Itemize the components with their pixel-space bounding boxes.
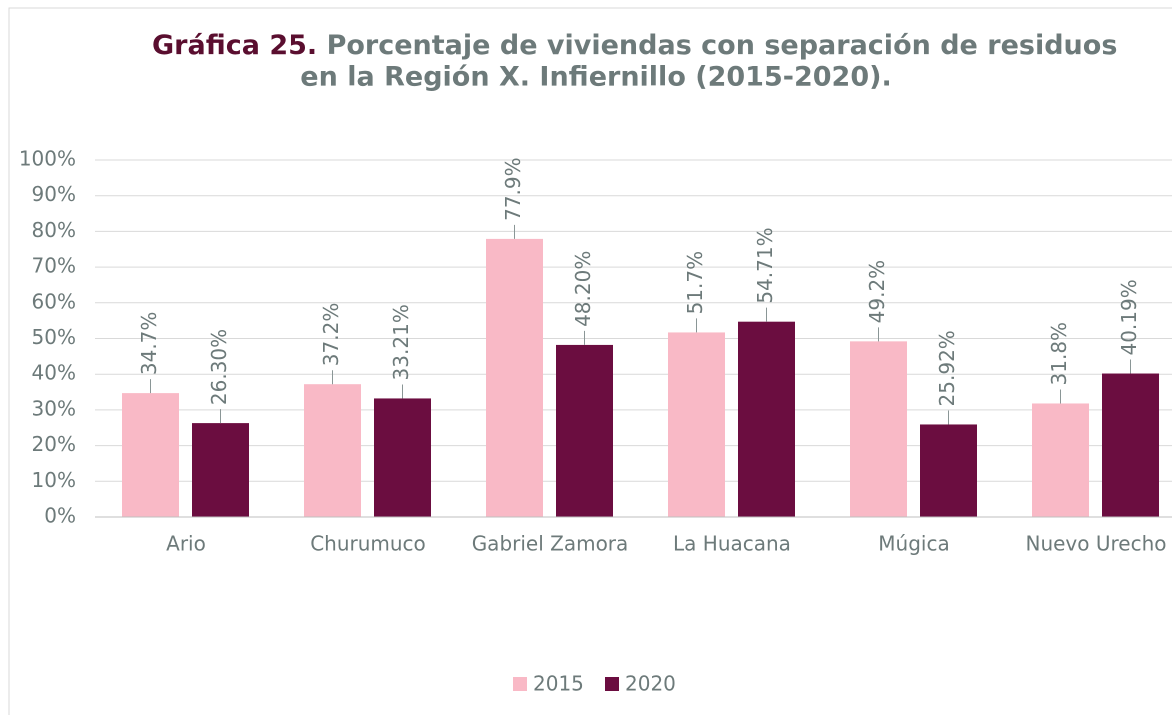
y-tick-label: 70% (32, 254, 76, 278)
bar (304, 384, 361, 517)
legend-swatch (605, 677, 619, 691)
x-tick-label: Gabriel Zamora (472, 532, 629, 556)
bar (122, 393, 179, 517)
x-tick-label: Múgica (878, 532, 949, 556)
y-tick-label: 100% (19, 147, 76, 171)
bar (486, 238, 543, 517)
chart-title: Gráfica 25. Porcentaje de viviendas con … (152, 30, 1117, 61)
x-tick-label: Nuevo Urecho (1025, 532, 1166, 556)
x-tick-label: Churumuco (310, 532, 426, 556)
bar (920, 424, 977, 517)
bar (192, 423, 249, 517)
y-tick-label: 50% (32, 325, 76, 349)
y-tick-label: 80% (32, 218, 76, 242)
data-label: 34.7% (137, 312, 161, 376)
bar (1032, 403, 1089, 517)
data-label: 51.7% (683, 251, 707, 315)
legend-swatch (513, 677, 527, 691)
legend-label: 2015 (533, 672, 584, 696)
y-tick-label: 10% (32, 468, 76, 492)
bar (738, 321, 795, 517)
data-label: 25.92% (935, 330, 959, 406)
bar (668, 332, 725, 517)
legend-label: 2020 (625, 672, 676, 696)
y-tick-label: 60% (32, 289, 76, 313)
chart-frame (8, 7, 1172, 715)
data-label: 31.8% (1047, 322, 1071, 386)
data-label: 49.2% (865, 260, 889, 324)
y-tick-label: 40% (32, 361, 76, 385)
y-tick-label: 30% (32, 396, 76, 420)
data-label: 40.19% (1117, 279, 1141, 355)
x-tick-label: Ario (166, 532, 206, 556)
data-label: 33.21% (389, 304, 413, 380)
data-label: 26.30% (207, 329, 231, 405)
data-label: 48.20% (571, 251, 595, 327)
title-line: Porcentaje de viviendas con separación d… (327, 30, 1118, 61)
y-tick-label: 90% (32, 182, 76, 206)
data-label: 54.71% (753, 227, 777, 303)
bar (1102, 373, 1159, 517)
y-tick-label: 20% (32, 432, 76, 456)
x-tick-label: La Huacana (673, 532, 791, 556)
data-label: 77.9% (501, 157, 525, 221)
bar (556, 344, 613, 517)
title-line: en la Región X. Infiernillo (2015-2020). (300, 62, 891, 93)
y-tick-label: 0% (44, 504, 76, 528)
bar (374, 398, 431, 517)
bar (850, 341, 907, 517)
title-label: Gráfica 25. (152, 30, 317, 61)
data-label: 37.2% (319, 303, 343, 367)
